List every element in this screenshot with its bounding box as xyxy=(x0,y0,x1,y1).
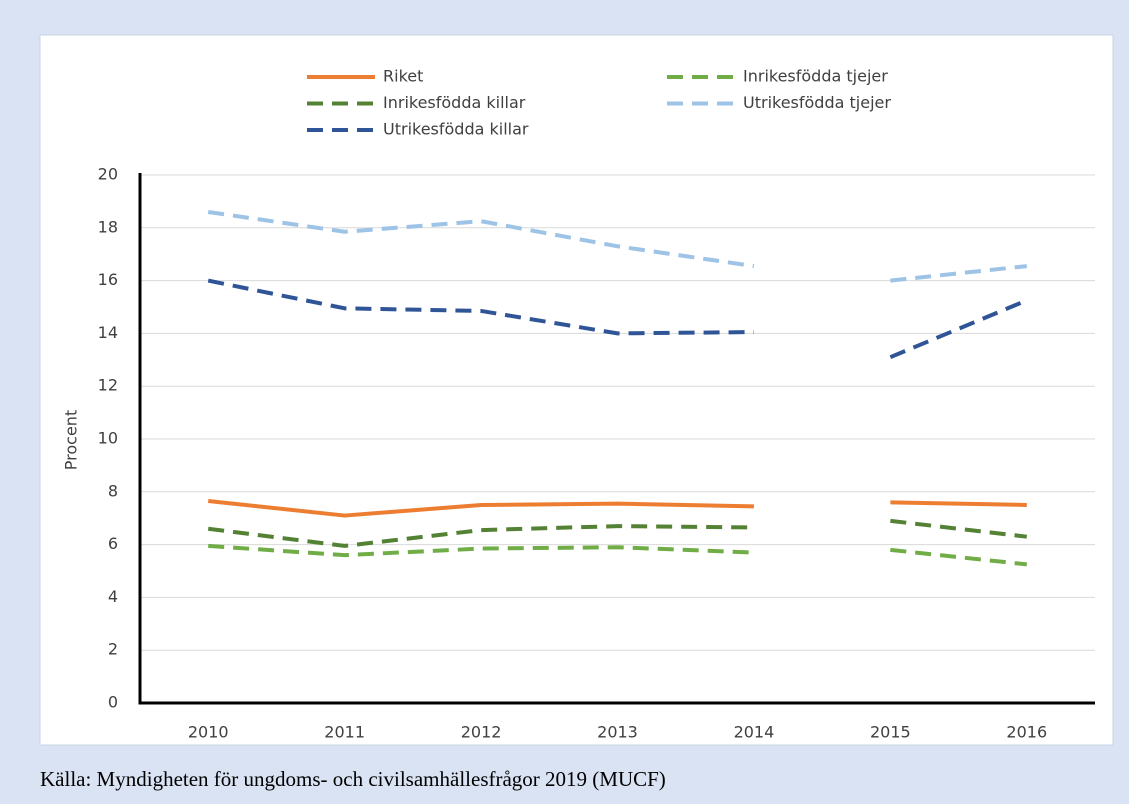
y-tick-label: 2 xyxy=(108,640,118,659)
y-tick-label: 14 xyxy=(98,323,118,342)
y-tick-label: 10 xyxy=(98,429,118,448)
x-tick-label: 2011 xyxy=(324,723,365,742)
legend-label: Utrikesfödda killar xyxy=(383,120,529,139)
legend-label: Utrikesfödda tjejer xyxy=(743,93,891,112)
series-line xyxy=(208,499,754,518)
series-line xyxy=(207,209,755,269)
y-tick-label: 0 xyxy=(108,693,118,712)
chart-area xyxy=(39,34,1114,746)
x-tick-label: 2014 xyxy=(734,723,775,742)
y-tick-label: 6 xyxy=(108,534,118,553)
x-tick-label: 2016 xyxy=(1006,723,1047,742)
y-axis-label: Procent xyxy=(62,410,81,470)
y-tick-label: 8 xyxy=(108,481,118,500)
series-line xyxy=(890,500,1027,507)
y-tick-label: 20 xyxy=(98,165,118,184)
series-line xyxy=(890,264,1028,283)
x-tick-label: 2015 xyxy=(870,723,911,742)
y-tick-label: 16 xyxy=(98,270,118,289)
series-line xyxy=(208,543,755,558)
y-tick-label: 12 xyxy=(98,376,118,395)
series-line xyxy=(890,547,1028,567)
series-line xyxy=(890,518,1028,539)
series-line xyxy=(207,524,754,548)
x-tick-label: 2012 xyxy=(461,723,502,742)
x-tick-label: 2013 xyxy=(597,723,638,742)
legend-label: Inrikesfödda killar xyxy=(383,93,526,112)
legend-label: Riket xyxy=(383,67,423,86)
series-line xyxy=(207,278,754,336)
y-tick-label: 4 xyxy=(108,587,118,606)
legend-label: Inrikesfödda tjejer xyxy=(743,67,888,86)
x-tick-label: 2010 xyxy=(188,723,229,742)
source-note: Källa: Myndigheten för ungdoms- och civi… xyxy=(40,767,666,791)
y-tick-label: 18 xyxy=(98,217,118,236)
